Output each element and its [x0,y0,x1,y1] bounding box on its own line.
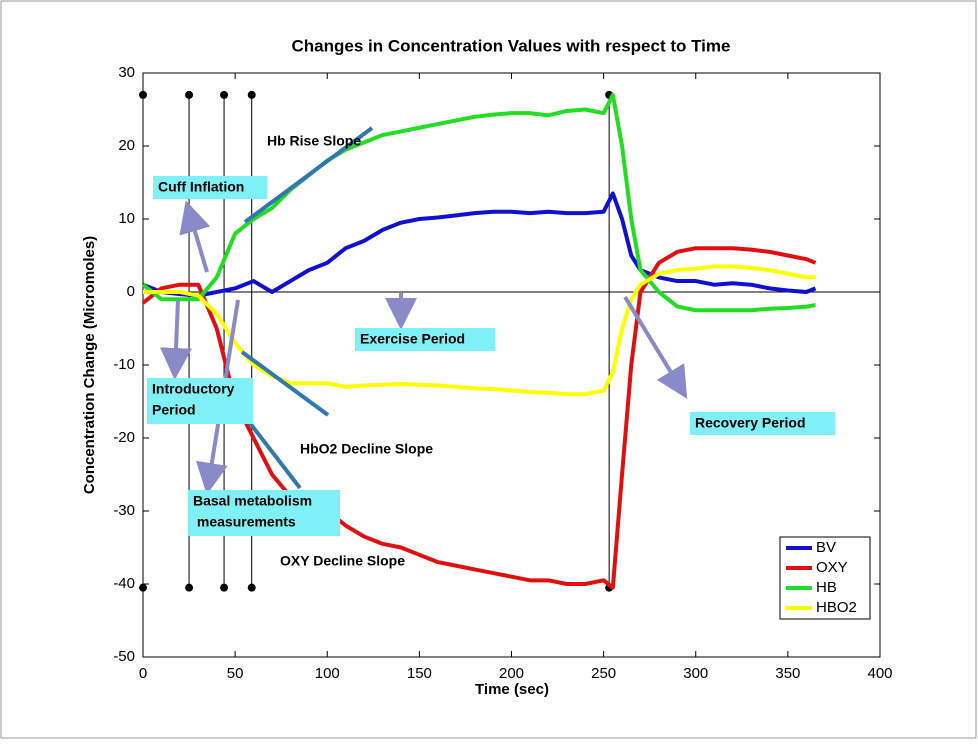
slope-lines [240,126,374,490]
annotation-box [153,176,267,199]
y-tick-label: -30 [113,502,135,519]
marker-dot [247,583,256,592]
annotation: HbO2 Decline Slope [300,441,433,457]
chart-title: Changes in Concentration Values with res… [292,36,731,55]
x-axis-label: Time (sec) [475,681,549,698]
annotation: measurements [193,514,296,530]
legend-label: BV [816,539,836,556]
y-tick-label: -50 [113,648,135,665]
annotation-box [355,328,495,351]
legend-label: HB [816,579,837,596]
plot-area [142,72,881,658]
arrow [179,200,211,273]
y-tick-label: -20 [113,429,135,446]
annotation: Basal metabolism [193,493,312,509]
annotation-box [147,378,253,424]
y-tick-label: 20 [118,137,135,154]
marker-dot [185,583,194,592]
x-tick-label: 150 [407,665,432,682]
marker-dot [220,90,229,99]
marker-dot [139,583,147,592]
y-tick-label: 10 [118,210,135,227]
y-tick-label: 0 [127,283,135,300]
series-line [142,191,817,298]
x-tick-label: 100 [315,665,340,682]
annotation-box [188,490,340,536]
annotation: Hb Rise Slope [267,133,361,149]
hb-slope [243,126,374,224]
x-tick-label: 250 [591,665,616,682]
x-tick-label: 350 [775,665,800,682]
annotation: Period [152,402,196,418]
y-tick-label: -40 [113,575,135,592]
annotation: Recovery Period [695,415,806,431]
y-tick-label: -10 [113,356,135,373]
legend-label: HBO2 [816,599,857,616]
marker-dot [247,90,256,99]
arrow [160,299,192,380]
legend-label: OXY [816,559,848,576]
oxy-slope [244,416,302,490]
marker-dot [185,90,194,99]
legend-box [779,536,871,620]
x-tick-label: 50 [227,665,244,682]
annotation-box [690,412,835,435]
series-line [141,92,816,313]
hbo2-slope [240,350,330,417]
series-line [143,264,816,397]
marker-dot [139,90,147,99]
x-tick-label: 200 [499,665,524,682]
y-axis-label: Concentration Change (Micromoles) [81,236,98,494]
annotation: Exercise Period [360,331,465,347]
x-tick-label: 0 [139,665,147,682]
x-tick-label: 400 [867,665,892,682]
annotation: Introductory [152,381,235,397]
marker-dot [220,583,229,592]
annotation: Cuff Inflation [158,179,244,195]
y-tick-label: 30 [118,64,135,81]
series-line [141,246,817,590]
annotation: OXY Decline Slope [280,553,405,569]
x-tick-label: 300 [683,665,708,682]
arrow [623,295,688,399]
